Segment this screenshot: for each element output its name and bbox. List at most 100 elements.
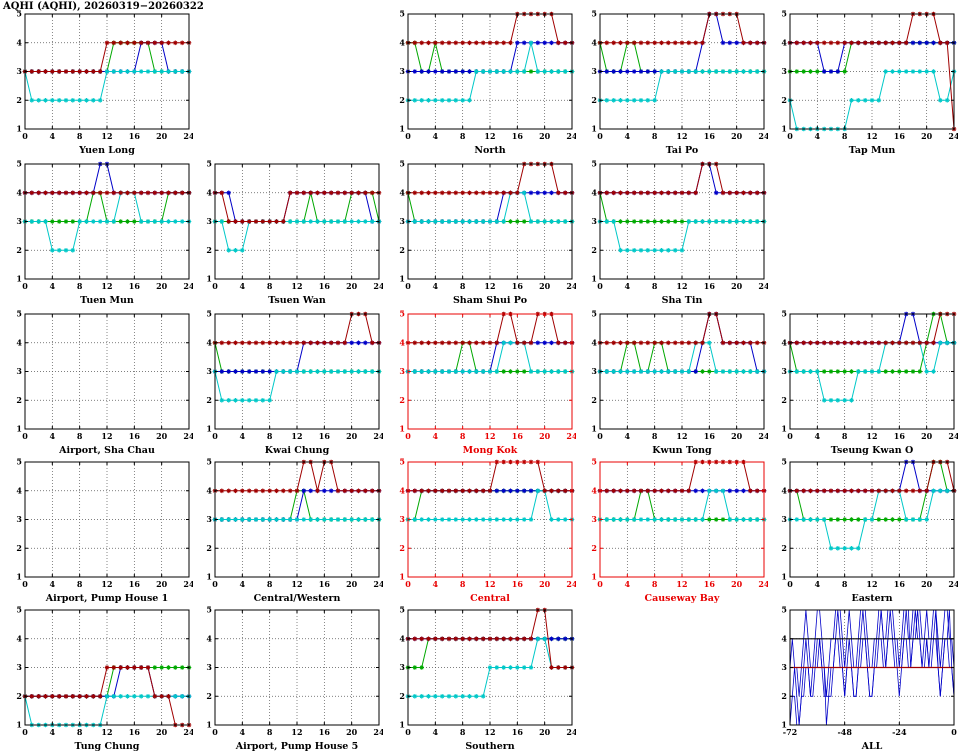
x-tick-label: 4 xyxy=(625,131,631,141)
y-tick-label: 2 xyxy=(16,543,22,553)
y-tick-label: 5 xyxy=(16,9,22,19)
x-tick-label: 8 xyxy=(460,131,466,141)
x-tick-label: 8 xyxy=(77,431,83,441)
x-tick-label: 4 xyxy=(433,131,439,141)
y-tick-label: 1 xyxy=(206,424,212,434)
x-tick-label: 8 xyxy=(460,281,466,291)
y-tick-label: 1 xyxy=(781,720,787,730)
y-tick-label: 1 xyxy=(16,720,22,730)
x-tick-label: 24 xyxy=(373,579,383,589)
y-tick-label: 5 xyxy=(399,159,405,169)
x-tick-label: 12 xyxy=(291,281,302,291)
y-tick-label: 3 xyxy=(206,216,212,226)
x-tick-label: -72 xyxy=(783,727,797,737)
y-tick-label: 4 xyxy=(591,485,597,495)
x-tick-label: 20 xyxy=(346,579,358,589)
y-tick-label: 1 xyxy=(591,124,597,134)
x-tick-label: 16 xyxy=(512,727,524,737)
x-tick-label: 0 xyxy=(405,727,411,737)
y-tick-label: 3 xyxy=(206,514,212,524)
y-tick-label: 4 xyxy=(591,37,597,47)
x-tick-label: 16 xyxy=(704,131,716,141)
y-tick-label: 4 xyxy=(16,633,22,643)
y-tick-label: 1 xyxy=(399,572,405,582)
x-tick-label: 0 xyxy=(787,431,793,441)
x-tick-label: 4 xyxy=(433,727,439,737)
x-tick-label: 8 xyxy=(842,431,848,441)
x-tick-label: 20 xyxy=(346,727,358,737)
x-tick-label: 8 xyxy=(652,431,658,441)
x-tick-label: 16 xyxy=(319,727,331,737)
x-tick-label: 16 xyxy=(129,131,141,141)
x-tick-label: 16 xyxy=(319,281,331,291)
y-tick-label: 5 xyxy=(591,309,597,319)
x-tick-label: 12 xyxy=(101,727,112,737)
x-tick-label: 16 xyxy=(129,579,141,589)
y-tick-label: 3 xyxy=(591,366,597,376)
x-tick-label: 24 xyxy=(566,131,576,141)
y-tick-label: 1 xyxy=(781,424,787,434)
chart-title-southern: Southern xyxy=(465,741,514,752)
x-tick-label: 4 xyxy=(50,431,56,441)
x-tick-label: 20 xyxy=(156,431,168,441)
y-tick-label: 5 xyxy=(399,457,405,467)
y-tick-label: 1 xyxy=(399,720,405,730)
x-tick-label: 20 xyxy=(539,579,551,589)
x-tick-label: 24 xyxy=(183,431,193,441)
x-tick-label: 8 xyxy=(267,431,273,441)
y-tick-label: 3 xyxy=(16,366,22,376)
x-tick-label: 24 xyxy=(948,131,958,141)
y-tick-label: 2 xyxy=(781,543,787,553)
y-tick-label: 4 xyxy=(399,187,405,197)
y-tick-label: 4 xyxy=(781,37,787,47)
x-tick-label: 16 xyxy=(129,281,141,291)
y-tick-label: 1 xyxy=(206,720,212,730)
x-tick-label: 4 xyxy=(50,131,56,141)
x-tick-label: 4 xyxy=(433,431,439,441)
chart-title-tung-chung: Tung Chung xyxy=(75,741,140,752)
x-tick-label: 20 xyxy=(156,727,168,737)
y-tick-label: 3 xyxy=(399,366,405,376)
x-tick-label: -48 xyxy=(837,727,852,737)
x-tick-label: 20 xyxy=(156,281,168,291)
x-tick-label: 0 xyxy=(22,131,28,141)
chart-yuen-long: 0 4 8 12 16 20 24 1 2 3 4 5 Yuen Long xyxy=(3,9,193,159)
y-tick-label: 3 xyxy=(591,216,597,226)
y-tick-label: 1 xyxy=(399,274,405,284)
x-tick-label: 24 xyxy=(758,281,768,291)
series-cyan-2 xyxy=(597,488,767,522)
x-tick-label: 0 xyxy=(405,281,411,291)
x-tick-label: 4 xyxy=(240,281,246,291)
chart-airport-pump-house-5: 0 4 8 12 16 20 24 1 2 3 4 5 Airport, Pump House 5 xyxy=(193,605,383,755)
x-tick-label: 16 xyxy=(894,131,906,141)
x-tick-label: 8 xyxy=(77,727,83,737)
y-tick-label: 1 xyxy=(591,424,597,434)
chart-title-central: Central xyxy=(470,593,510,604)
y-tick-label: 5 xyxy=(16,457,22,467)
y-tick-label: 1 xyxy=(16,274,22,284)
y-tick-label: 2 xyxy=(16,691,22,701)
y-tick-label: 3 xyxy=(16,216,22,226)
y-tick-label: 2 xyxy=(206,245,212,255)
series-cyan-2 xyxy=(787,340,957,403)
y-tick-label: 1 xyxy=(206,572,212,582)
x-tick-label: 0 xyxy=(212,431,218,441)
y-tick-label: 2 xyxy=(591,395,597,405)
y-tick-label: 4 xyxy=(16,337,22,347)
y-tick-label: 5 xyxy=(591,9,597,19)
x-tick-label: 12 xyxy=(484,131,495,141)
x-tick-label: 8 xyxy=(267,727,273,737)
x-tick-label: 4 xyxy=(433,579,439,589)
y-tick-label: 3 xyxy=(206,366,212,376)
x-tick-label: 20 xyxy=(156,131,168,141)
chart-tai-po: 0 4 8 12 16 20 24 1 2 3 4 5 Tai Po xyxy=(578,9,768,159)
y-tick-label: 5 xyxy=(206,457,212,467)
chart-title-central-western: Central/Western xyxy=(254,593,341,604)
y-tick-label: 4 xyxy=(591,337,597,347)
